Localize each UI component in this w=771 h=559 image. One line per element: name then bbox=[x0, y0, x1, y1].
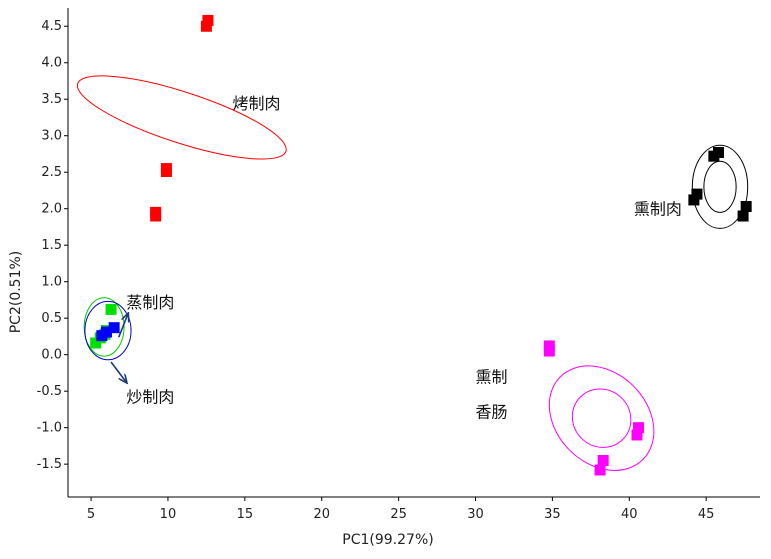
data-point bbox=[105, 303, 117, 315]
annotation-label: 炒制肉 bbox=[126, 387, 174, 406]
y-tick-label: 2.0 bbox=[41, 202, 62, 217]
x-tick-label: 20 bbox=[313, 507, 330, 522]
data-point bbox=[691, 188, 703, 200]
confidence-ellipse bbox=[548, 365, 655, 471]
y-tick-label: 4.5 bbox=[41, 19, 62, 34]
data-point bbox=[200, 20, 212, 32]
x-tick-label: 25 bbox=[390, 507, 407, 522]
x-tick-label: 35 bbox=[544, 507, 561, 522]
data-point bbox=[688, 194, 700, 206]
data-points bbox=[90, 14, 752, 476]
annotation-label: 熏制肉 bbox=[634, 200, 682, 219]
data-point bbox=[740, 201, 752, 213]
confidence-ellipse bbox=[703, 160, 737, 213]
data-point bbox=[631, 429, 643, 441]
data-point bbox=[594, 464, 606, 476]
annotation-arrow bbox=[118, 314, 128, 338]
x-axis-label: PC1(99.27%) bbox=[342, 532, 433, 548]
confidence-ellipse bbox=[76, 75, 287, 160]
data-point bbox=[712, 147, 724, 159]
y-tick-label: 4.0 bbox=[41, 56, 62, 71]
data-point bbox=[633, 422, 645, 434]
confidence-ellipse bbox=[84, 300, 132, 361]
y-tick-label: 3.0 bbox=[41, 129, 62, 144]
y-axis-label: PC2(0.51%) bbox=[8, 251, 24, 334]
y-tick-label: 2.5 bbox=[41, 165, 62, 180]
confidence-ellipse bbox=[691, 144, 749, 229]
data-point bbox=[108, 322, 120, 334]
data-point bbox=[597, 455, 609, 467]
data-point bbox=[737, 210, 749, 222]
y-tick-label: -1.0 bbox=[37, 421, 62, 436]
y-tick-label: 0.5 bbox=[41, 311, 62, 326]
annotation-label: 蒸制肉 bbox=[126, 293, 174, 312]
data-point bbox=[202, 14, 214, 26]
data-point bbox=[160, 163, 172, 175]
annotation-label: 熏制 bbox=[476, 368, 508, 387]
y-tick-label: 0.0 bbox=[41, 348, 62, 363]
annotation-label: 香肠 bbox=[476, 403, 508, 422]
x-tick-label: 15 bbox=[237, 507, 254, 522]
y-tick-label: 3.5 bbox=[41, 92, 62, 107]
confidence-ellipse bbox=[571, 388, 632, 448]
y-tick-label: 1.5 bbox=[41, 238, 62, 253]
annotation-arrow bbox=[110, 361, 126, 382]
x-tick-label: 5 bbox=[87, 507, 95, 522]
x-tick-label: 40 bbox=[621, 507, 638, 522]
data-point bbox=[543, 340, 555, 352]
x-tick-label: 10 bbox=[160, 507, 177, 522]
y-tick-label: -1.5 bbox=[37, 457, 62, 472]
x-tick-label: 45 bbox=[698, 507, 715, 522]
annotation-label: 烤制肉 bbox=[233, 94, 281, 113]
data-point bbox=[150, 206, 162, 218]
axes: 4.5 4.0 3.5 3.0 2.5 2.0 1.5 1.0 0.5 0.0 -0.5 -1.0 -1… bbox=[37, 8, 760, 522]
data-point bbox=[90, 337, 102, 349]
confidence-ellipse bbox=[83, 297, 125, 357]
y-tick-label: -0.5 bbox=[37, 384, 62, 399]
x-tick-label: 30 bbox=[467, 507, 484, 522]
y-tick-label: 1.0 bbox=[41, 275, 62, 290]
data-point bbox=[96, 330, 108, 342]
confidence-ellipses bbox=[76, 75, 749, 471]
